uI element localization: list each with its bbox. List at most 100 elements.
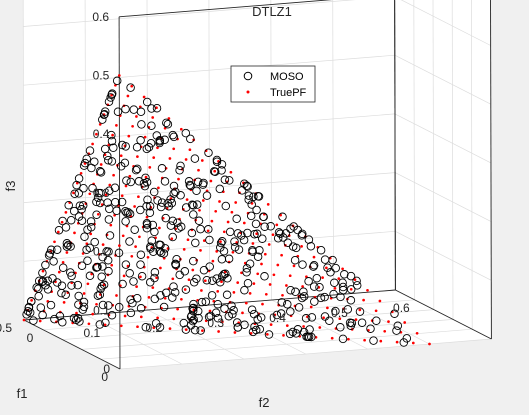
moso-point [142, 201, 151, 211]
moso-point [109, 143, 118, 153]
moso-point [245, 259, 255, 268]
moso-point [338, 282, 348, 292]
truepf-point [234, 201, 238, 204]
moso-point [176, 161, 185, 171]
moso-point [346, 296, 356, 305]
moso-point [161, 213, 170, 223]
moso-point [157, 198, 167, 207]
truepf-point [232, 291, 236, 294]
moso-point [104, 155, 113, 165]
truepf-point [61, 260, 65, 264]
moso-point [187, 228, 197, 238]
moso-point [111, 197, 120, 207]
truepf-point [333, 287, 337, 290]
moso-point [114, 248, 124, 258]
moso-point [309, 282, 319, 291]
moso-point [61, 223, 71, 232]
grid-line [432, 0, 435, 310]
truepf-point [96, 212, 100, 216]
truepf-point [241, 311, 244, 315]
z-tick-label: 0.2 [93, 245, 110, 259]
truepf-point [135, 285, 138, 288]
moso-point [291, 329, 301, 338]
moso-point [83, 225, 92, 234]
moso-point [95, 290, 105, 300]
moso-point [142, 224, 152, 233]
moso-point [192, 274, 201, 283]
truepf-point [184, 158, 188, 161]
moso-point [147, 104, 156, 113]
moso-point [107, 157, 117, 166]
truepf-point [285, 324, 289, 327]
moso-point [204, 312, 214, 322]
moso-point [336, 292, 345, 302]
moso-point [73, 280, 83, 290]
moso-point [369, 336, 378, 345]
truepf-point [130, 254, 134, 258]
y-axis-label: f2 [259, 395, 270, 410]
moso-point [346, 271, 356, 281]
truepf-point [266, 203, 270, 206]
z-tick-label: 0.5 [93, 69, 110, 83]
truepf-point [53, 240, 56, 244]
truepf-point [115, 294, 118, 297]
truepf-point [383, 329, 387, 333]
moso-point [281, 229, 291, 238]
truepf-point [186, 238, 190, 242]
truepf-point [160, 176, 164, 180]
moso-point [38, 277, 48, 286]
moso-point [199, 178, 208, 188]
y-tick-label: 0.3 [207, 316, 224, 330]
moso-point [181, 128, 191, 138]
moso-point [122, 176, 131, 185]
moso-point [189, 256, 198, 266]
moso-point [126, 83, 135, 92]
moso-point [72, 180, 81, 190]
truepf-point [171, 277, 175, 281]
moso-point [312, 273, 322, 283]
truepf-point [201, 199, 205, 202]
truepf-point [219, 240, 222, 243]
moso-point [260, 222, 269, 231]
grid-line [147, 309, 244, 360]
moso-point [174, 224, 183, 233]
moso-point [232, 318, 242, 327]
grid-line [23, 0, 356, 27]
truepf-point [139, 275, 142, 279]
moso-point [297, 293, 307, 303]
moso-point [303, 332, 313, 342]
truepf-point [309, 305, 313, 309]
moso-point [217, 160, 227, 169]
truepf-point [271, 233, 275, 237]
truepf-point [88, 192, 92, 196]
y-tick-label: 0.1 [84, 326, 101, 340]
grid-line [471, 0, 473, 330]
moso-point [189, 303, 198, 313]
moso-point [85, 243, 95, 253]
moso-point [316, 245, 326, 255]
moso-point [125, 209, 135, 219]
moso-point [132, 142, 142, 152]
truepf-point [104, 193, 108, 197]
y-tick-label: 0 [27, 331, 34, 345]
moso-point [184, 177, 194, 186]
moso-point [121, 104, 130, 114]
moso-point [186, 134, 195, 144]
moso-point [41, 260, 50, 270]
truepf-point [115, 124, 118, 127]
legend-marker-truepf [246, 90, 250, 94]
moso-point [121, 260, 131, 269]
moso-point [78, 305, 88, 314]
legend-label-truepf: TruePF [270, 87, 307, 99]
truepf-point [197, 168, 200, 172]
truepf-point [374, 309, 378, 313]
truepf-point [269, 323, 273, 326]
truepf-point [97, 253, 101, 256]
truepf-point [240, 271, 243, 275]
truepf-point [366, 288, 369, 292]
moso-point [197, 297, 207, 307]
truepf-point [272, 273, 276, 277]
y-tick-label: 0.4 [269, 311, 286, 325]
moso-point [244, 195, 253, 204]
truepf-point [103, 323, 107, 327]
